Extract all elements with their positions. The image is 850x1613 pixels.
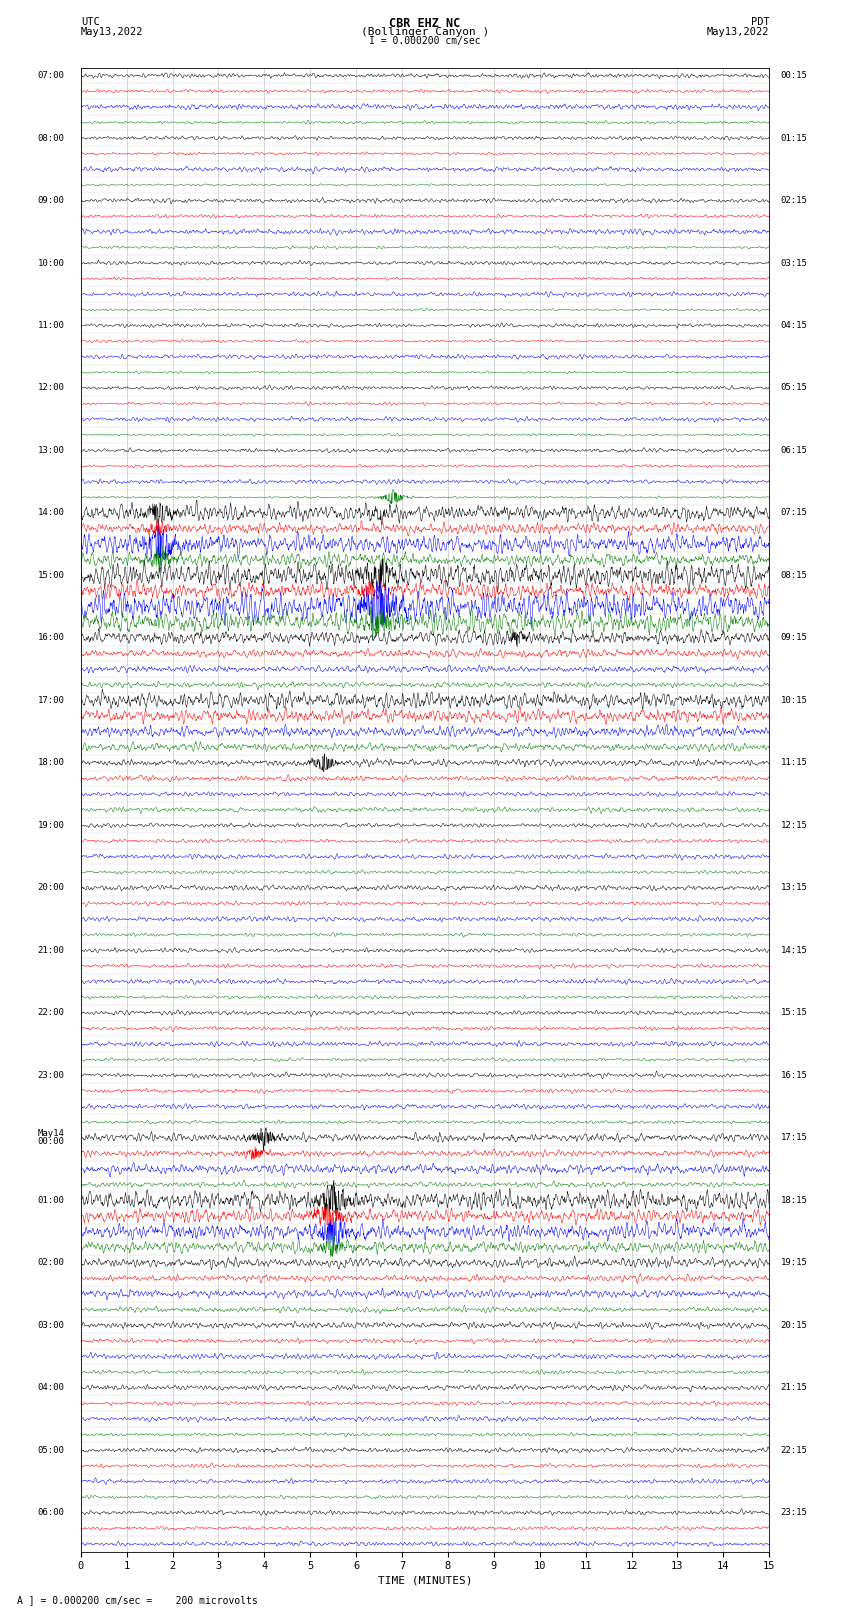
Text: I = 0.000200 cm/sec: I = 0.000200 cm/sec: [369, 37, 481, 47]
Text: May13,2022: May13,2022: [706, 26, 769, 37]
Text: 10:15: 10:15: [780, 695, 808, 705]
Text: 20:00: 20:00: [37, 884, 65, 892]
Text: UTC: UTC: [81, 18, 99, 27]
Text: 09:00: 09:00: [37, 197, 65, 205]
Text: 09:15: 09:15: [780, 634, 808, 642]
Text: 02:00: 02:00: [37, 1258, 65, 1268]
Text: 07:00: 07:00: [37, 71, 65, 81]
X-axis label: TIME (MINUTES): TIME (MINUTES): [377, 1576, 473, 1586]
Text: 01:15: 01:15: [780, 134, 808, 142]
Text: 23:00: 23:00: [37, 1071, 65, 1079]
Text: 21:00: 21:00: [37, 945, 65, 955]
Text: 12:00: 12:00: [37, 384, 65, 392]
Text: 18:00: 18:00: [37, 758, 65, 768]
Text: A ] = 0.000200 cm/sec =    200 microvolts: A ] = 0.000200 cm/sec = 200 microvolts: [17, 1595, 258, 1605]
Text: 22:00: 22:00: [37, 1008, 65, 1018]
Text: 12:15: 12:15: [780, 821, 808, 829]
Text: 10:00: 10:00: [37, 258, 65, 268]
Text: 18:15: 18:15: [780, 1195, 808, 1205]
Text: 04:00: 04:00: [37, 1384, 65, 1392]
Text: 17:00: 17:00: [37, 695, 65, 705]
Text: 06:00: 06:00: [37, 1508, 65, 1518]
Text: 02:15: 02:15: [780, 197, 808, 205]
Text: 17:15: 17:15: [780, 1134, 808, 1142]
Text: 00:15: 00:15: [780, 71, 808, 81]
Text: 20:15: 20:15: [780, 1321, 808, 1329]
Text: 14:00: 14:00: [37, 508, 65, 518]
Text: 05:00: 05:00: [37, 1445, 65, 1455]
Text: 03:00: 03:00: [37, 1321, 65, 1329]
Text: 05:15: 05:15: [780, 384, 808, 392]
Text: 08:00: 08:00: [37, 134, 65, 142]
Text: 19:15: 19:15: [780, 1258, 808, 1268]
Text: 19:00: 19:00: [37, 821, 65, 829]
Text: 15:15: 15:15: [780, 1008, 808, 1018]
Text: 15:00: 15:00: [37, 571, 65, 581]
Text: 22:15: 22:15: [780, 1445, 808, 1455]
Text: 11:15: 11:15: [780, 758, 808, 768]
Text: 16:15: 16:15: [780, 1071, 808, 1079]
Text: May14
00:00: May14 00:00: [37, 1129, 65, 1147]
Text: 11:00: 11:00: [37, 321, 65, 331]
Text: PDT: PDT: [751, 18, 769, 27]
Text: 01:00: 01:00: [37, 1195, 65, 1205]
Text: 08:15: 08:15: [780, 571, 808, 581]
Text: May13,2022: May13,2022: [81, 26, 144, 37]
Text: 13:15: 13:15: [780, 884, 808, 892]
Text: 07:15: 07:15: [780, 508, 808, 518]
Text: (Bollinger Canyon ): (Bollinger Canyon ): [361, 26, 489, 37]
Text: CBR EHZ NC: CBR EHZ NC: [389, 18, 461, 31]
Text: 23:15: 23:15: [780, 1508, 808, 1518]
Text: 06:15: 06:15: [780, 445, 808, 455]
Text: 14:15: 14:15: [780, 945, 808, 955]
Text: 04:15: 04:15: [780, 321, 808, 331]
Text: 03:15: 03:15: [780, 258, 808, 268]
Text: 21:15: 21:15: [780, 1384, 808, 1392]
Text: 13:00: 13:00: [37, 445, 65, 455]
Text: 16:00: 16:00: [37, 634, 65, 642]
